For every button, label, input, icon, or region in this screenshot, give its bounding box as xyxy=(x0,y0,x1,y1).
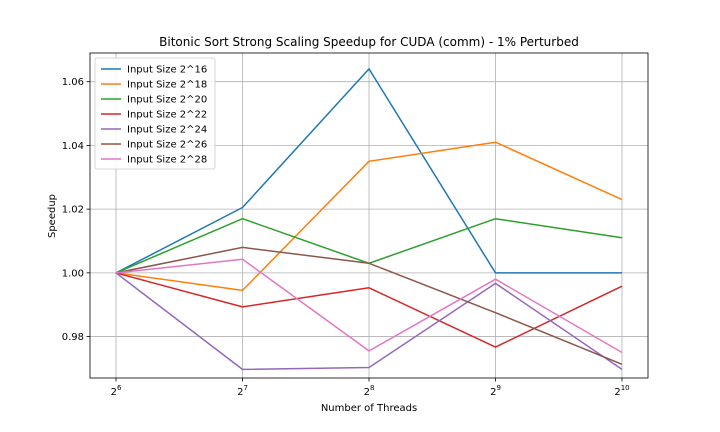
series-line-6 xyxy=(115,246,623,365)
series-line-2 xyxy=(115,141,623,292)
y-tick-label: 1.04 xyxy=(62,141,84,152)
series-line-5 xyxy=(115,272,623,371)
y-tick-label: 1.02 xyxy=(62,205,84,216)
y-axis: 0.98 1.00 1.02 1.04 1.06 xyxy=(62,77,90,343)
y-axis-label: Speedup xyxy=(47,194,58,238)
y-tick-label: 1.06 xyxy=(62,77,84,88)
x-tick-label: 29 xyxy=(490,384,501,398)
legend-box xyxy=(94,57,216,170)
legend-label: Input Size 2^22 xyxy=(127,110,207,121)
legend-label: Input Size 2^18 xyxy=(127,80,207,91)
x-tick-label: 26 xyxy=(111,384,122,398)
x-tick-label: 28 xyxy=(364,384,375,398)
y-tick-label: 0.98 xyxy=(62,332,84,343)
legend: Input Size 2^16 Input Size 2^18 Input Size… xyxy=(94,57,216,170)
series-group xyxy=(115,68,623,371)
legend-label: Input Size 2^26 xyxy=(127,140,207,151)
y-tick-label: 1.00 xyxy=(62,268,84,279)
legend-label: Input Size 2^28 xyxy=(127,155,207,166)
legend-label: Input Size 2^24 xyxy=(127,125,207,136)
series-line-1 xyxy=(115,68,622,274)
series-line-7 xyxy=(115,258,623,354)
legend-label: Input Size 2^16 xyxy=(127,65,207,76)
legend-label: Input Size 2^20 xyxy=(127,95,207,106)
x-axis-label: Number of Threads xyxy=(321,403,417,414)
x-tick-label: 27 xyxy=(237,384,248,398)
chart-title: Bitonic Sort Strong Scaling Speedup for … xyxy=(159,35,579,49)
series-line-4 xyxy=(115,272,623,348)
